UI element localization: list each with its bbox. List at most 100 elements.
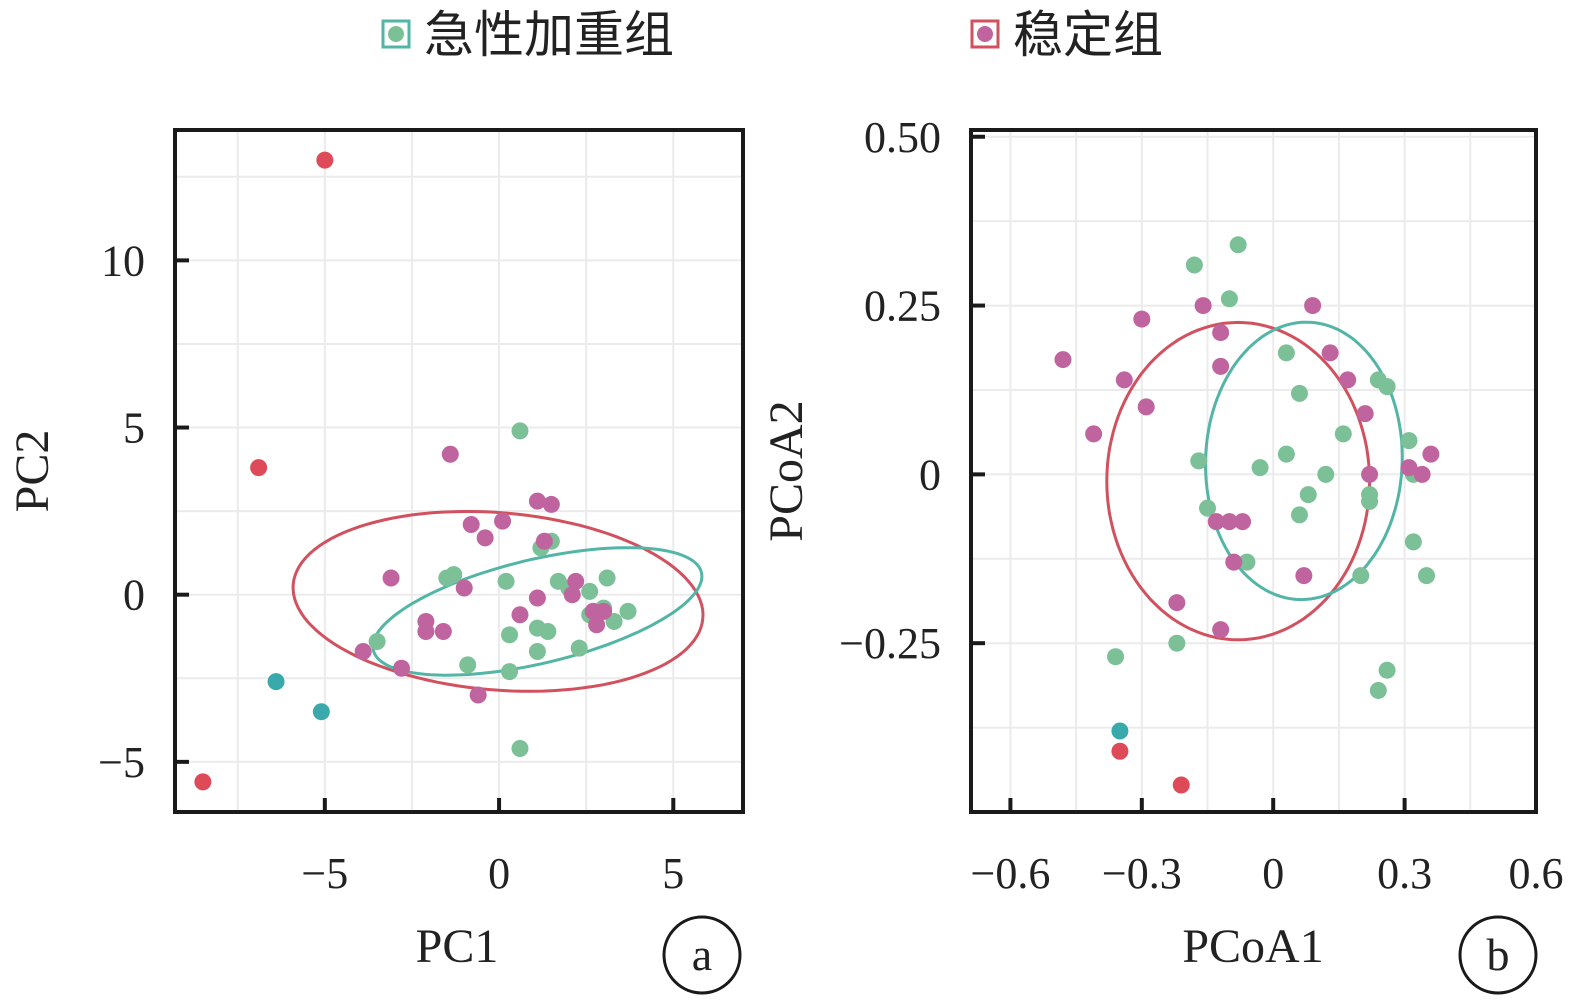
panel-label-a: a [692, 929, 712, 980]
point-exacerbation [1190, 452, 1208, 470]
outlier-point-exacerbation [267, 673, 285, 691]
x-tick-label: −5 [301, 849, 348, 898]
point-stable [434, 622, 452, 640]
y-axis-title-a: PC2 [6, 430, 59, 513]
point-stable [1361, 465, 1379, 483]
point-stable [1085, 425, 1103, 443]
x-tick-label: −0.6 [971, 849, 1051, 898]
point-exacerbation [1277, 344, 1295, 362]
point-exacerbation [1378, 661, 1396, 679]
point-stable [1168, 594, 1186, 612]
y-tick-label: 0.50 [864, 113, 941, 162]
point-exacerbation [459, 656, 477, 674]
point-stable [476, 529, 494, 547]
point-exacerbation [581, 582, 599, 600]
x-tick-label: 0 [488, 849, 510, 898]
point-stable [1212, 357, 1230, 375]
x-axis-title-a: PC1 [416, 920, 499, 973]
point-stable [567, 572, 585, 590]
point-exacerbation [539, 622, 557, 640]
outlier-point-exacerbation [1111, 722, 1129, 740]
point-exacerbation [1220, 290, 1238, 308]
point-stable [1115, 371, 1133, 389]
point-exacerbation [1290, 506, 1308, 524]
point-stable [1356, 405, 1374, 423]
ticks-b: −0.6 −0.3 0 0.3 0.6 0.50 0.25 0 −0.25 [839, 113, 1563, 898]
legend-marker-exacerbation [388, 26, 404, 42]
point-stable [1400, 459, 1418, 477]
point-stable [1133, 310, 1151, 328]
point-exacerbation [1168, 634, 1186, 652]
point-exacerbation [501, 626, 519, 644]
y-tick-label: 0 [919, 450, 941, 499]
plot-frame-b [969, 128, 1538, 814]
point-stable [1194, 297, 1212, 315]
point-stable [1225, 553, 1243, 571]
point-stable [563, 586, 581, 604]
point-stable [382, 569, 400, 587]
point-stable [1304, 297, 1322, 315]
point-exacerbation [619, 602, 637, 620]
point-exacerbation [1185, 256, 1203, 274]
x-axis-title-b: PCoA1 [1182, 920, 1323, 973]
point-stable [1422, 445, 1440, 463]
point-exacerbation [1251, 459, 1269, 477]
point-exacerbation [1299, 486, 1317, 504]
point-exacerbation [1317, 465, 1335, 483]
outlier-point-stable [1172, 776, 1190, 794]
point-exacerbation [1107, 648, 1125, 666]
point-exacerbation [511, 422, 529, 440]
ellipses-a [291, 510, 705, 693]
panel-b: −0.6 −0.3 0 0.3 0.6 0.50 0.25 0 −0.25 PCoA1 PCoA… [760, 113, 1564, 995]
point-stable [1234, 513, 1252, 531]
point-stable [588, 616, 606, 634]
legend-label-exacerbation: 急性加重组 [424, 6, 674, 64]
point-exacerbation [1229, 236, 1247, 254]
point-exacerbation [1400, 432, 1418, 450]
outlier-point-stable [1111, 742, 1129, 760]
point-stable [542, 495, 560, 513]
ticks-a: −5 0 5 −5 0 5 10 [98, 236, 684, 898]
outlier-point-exacerbation [312, 703, 330, 721]
point-stable [1220, 513, 1238, 531]
y-tick-label: 0 [123, 571, 145, 620]
point-stable [494, 512, 512, 530]
legend: 急性加重组 稳定组 [381, 6, 1163, 64]
point-exacerbation [511, 739, 529, 757]
x-tick-label: −0.3 [1102, 849, 1182, 898]
panel-a: −5 0 5 −5 0 5 10 PC1 PC2 a [6, 128, 745, 995]
ellipses-b [1105, 320, 1404, 642]
x-tick-label: 0.3 [1377, 849, 1432, 898]
confidence-ellipse-stable [291, 510, 705, 693]
y-tick-label: 10 [101, 236, 145, 285]
point-exacerbation [1334, 425, 1352, 443]
point-stable [1413, 465, 1431, 483]
y-axis-title-b: PCoA2 [760, 400, 813, 541]
point-stable [1321, 344, 1339, 362]
point-stable [535, 532, 553, 550]
legend-marker-stable [977, 26, 993, 42]
y-tick-label: 5 [123, 404, 145, 453]
point-stable [1339, 371, 1357, 389]
point-stable [528, 492, 546, 510]
point-exacerbation [1418, 567, 1436, 585]
point-exacerbation [1404, 533, 1422, 551]
point-exacerbation [1277, 445, 1295, 463]
points-a [194, 151, 637, 791]
legend-swatch-stable [970, 19, 1000, 49]
point-stable [528, 589, 546, 607]
point-stable [417, 622, 435, 640]
point-stable [595, 602, 613, 620]
point-stable [1295, 567, 1313, 585]
point-stable [1212, 621, 1230, 639]
points-b [1054, 236, 1440, 794]
point-stable [1212, 324, 1230, 342]
point-stable [1207, 513, 1225, 531]
point-exacerbation [445, 566, 463, 584]
point-exacerbation [1369, 681, 1387, 699]
point-exacerbation [1199, 499, 1217, 517]
panel-label-b: b [1487, 929, 1510, 980]
legend-label-stable: 稳定组 [1013, 6, 1163, 64]
point-stable [469, 686, 487, 704]
